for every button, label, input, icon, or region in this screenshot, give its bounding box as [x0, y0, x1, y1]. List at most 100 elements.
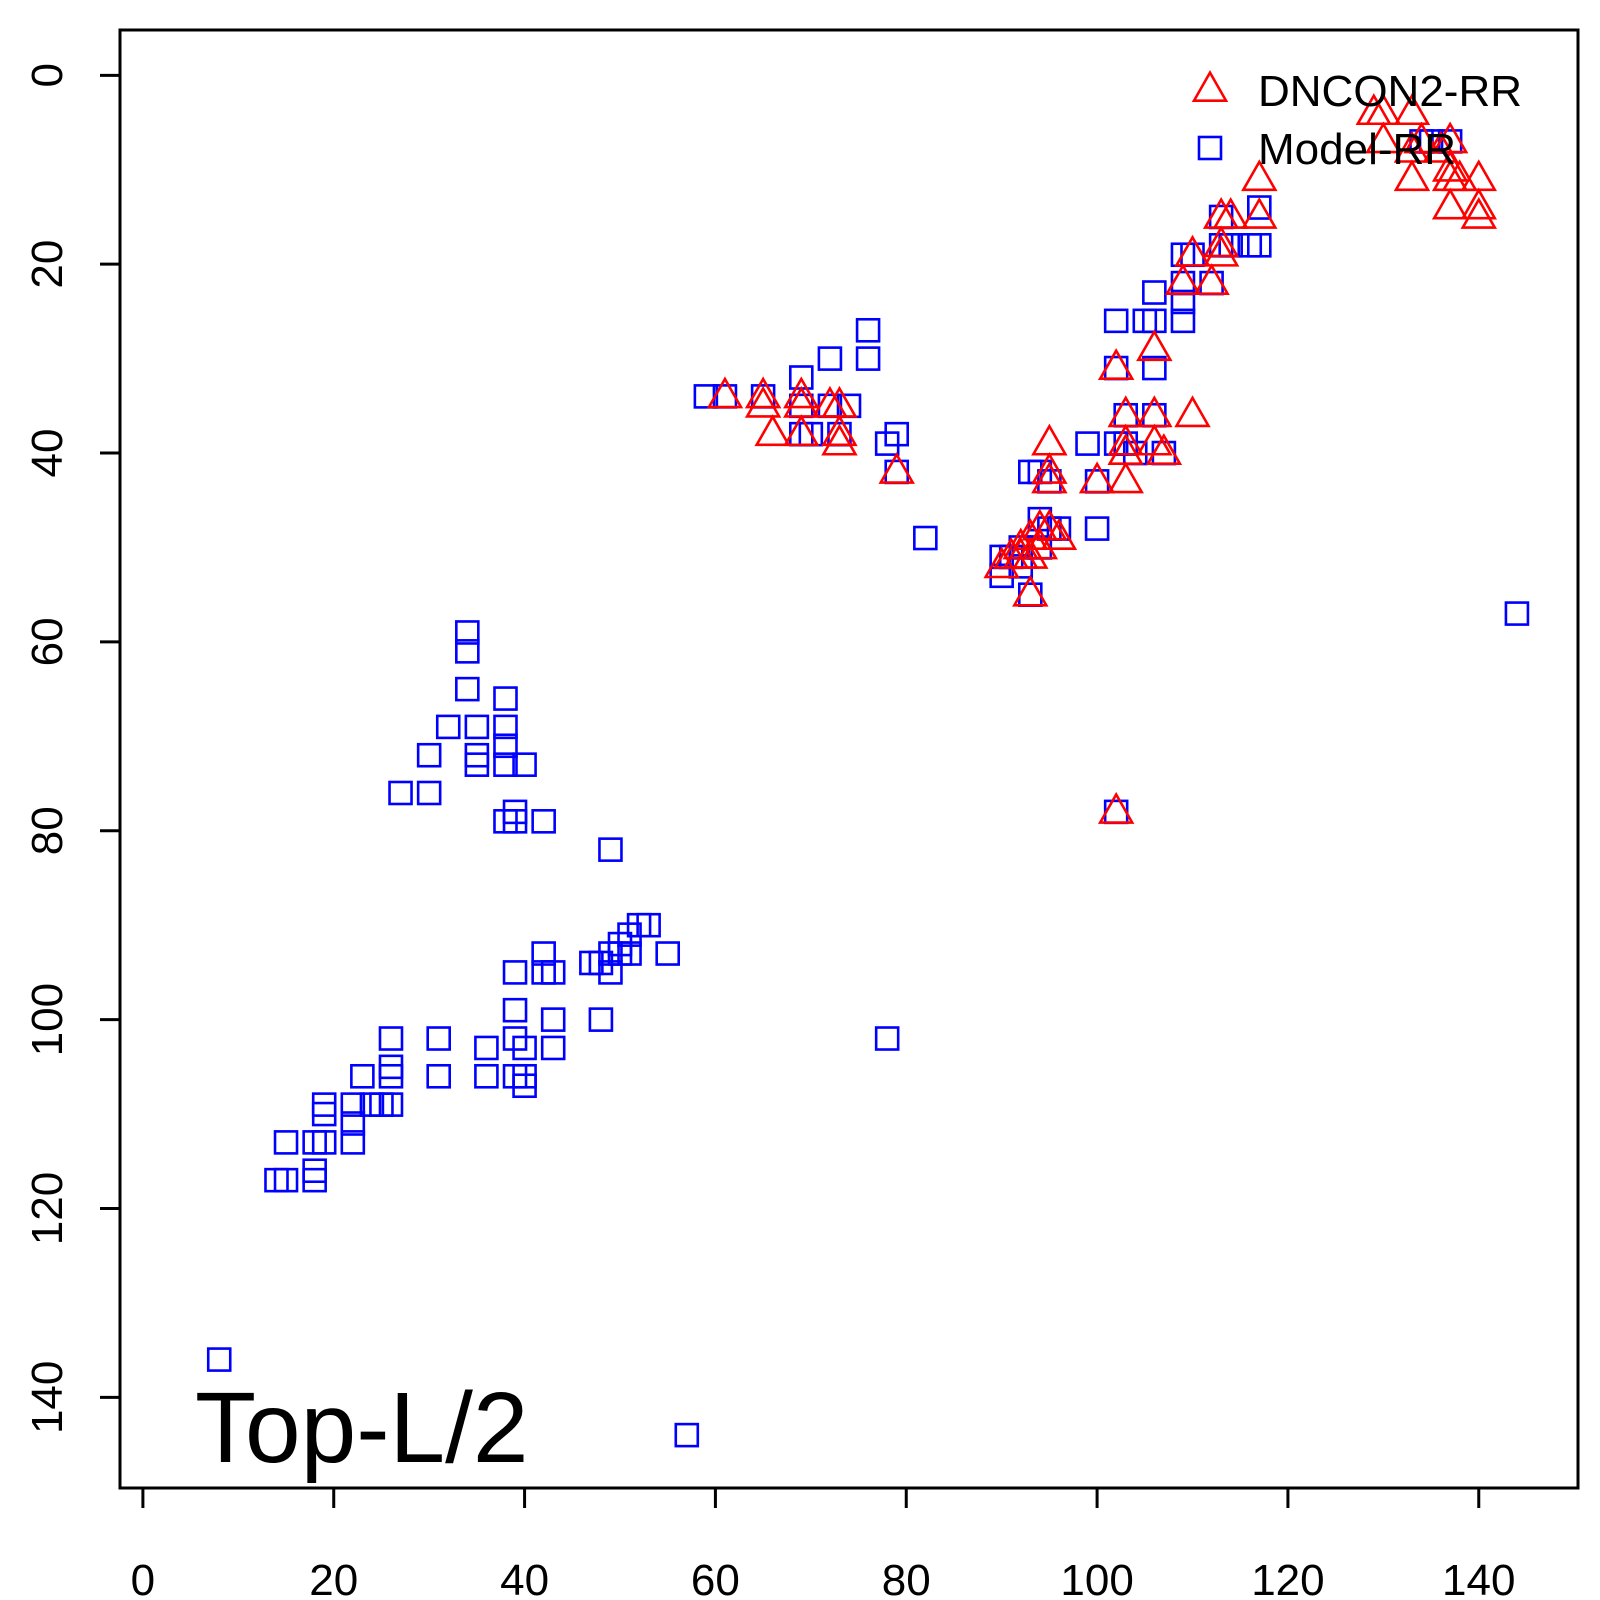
data-point-square [493, 733, 518, 759]
data-point-square [874, 1026, 900, 1051]
data-point-triangle [1202, 225, 1240, 258]
data-point-square [617, 922, 642, 947]
data-point-square [502, 997, 528, 1023]
data-point-square [540, 1035, 566, 1061]
data-point-triangle [821, 423, 858, 456]
data-point-triangle [983, 546, 1020, 579]
data-point-square [874, 431, 900, 456]
y-tick-label: 120 [23, 1172, 72, 1245]
data-point-square [636, 912, 661, 938]
data-point-triangle [1174, 234, 1211, 267]
data-point-square [1103, 308, 1129, 334]
data-point-square [311, 1130, 337, 1155]
data-point-square [1170, 289, 1196, 315]
data-point-square [502, 809, 528, 834]
y-tick-label: 100 [23, 983, 72, 1056]
legend: DNCON2-RR Model-RR [1191, 67, 1522, 174]
data-point-square [1504, 601, 1530, 626]
data-point-triangle [1193, 263, 1230, 296]
data-point-square [311, 1101, 337, 1127]
data-point-square [502, 1026, 528, 1051]
data-point-square [579, 950, 604, 976]
data-point-square [884, 421, 910, 447]
data-point-square [540, 960, 566, 985]
data-point-square [913, 525, 938, 551]
data-point-triangle [878, 451, 915, 484]
data-point-square [493, 752, 518, 777]
data-point-square [1247, 233, 1272, 258]
x-axis: 0 20 40 60 80 100 120 140 [131, 1486, 1515, 1600]
y-tick-label: 40 [23, 429, 72, 478]
data-point-square [435, 714, 461, 740]
data-point-square [426, 1026, 451, 1051]
data-point-triangle [1107, 423, 1144, 456]
data-point-square [388, 780, 413, 806]
data-point-square [464, 714, 490, 740]
y-tick-label: 80 [23, 806, 72, 855]
data-point-triangle [1422, 130, 1459, 163]
data-point-square [588, 1007, 614, 1032]
data-point-triangle [744, 385, 782, 418]
data-point-triangle [1241, 196, 1278, 229]
data-point-triangle [821, 414, 858, 447]
data-point-square [378, 1026, 404, 1051]
data-point-triangle [1031, 451, 1068, 484]
y-tick-label: 20 [23, 240, 72, 289]
data-point-square [493, 714, 518, 740]
y-tick-label: 140 [23, 1361, 72, 1434]
data-point-triangle [1393, 93, 1431, 126]
legend-square-icon [1197, 135, 1223, 161]
data-point-square [1170, 308, 1196, 334]
data-point-triangle [1164, 263, 1202, 296]
data-point-square [512, 1035, 537, 1061]
x-tick-label: 100 [1060, 1556, 1133, 1600]
x-tick-label: 140 [1442, 1556, 1515, 1600]
x-tick-label: 0 [131, 1556, 155, 1600]
data-point-triangle [1174, 395, 1211, 428]
data-point-square [512, 752, 537, 777]
data-point-triangle [1097, 348, 1135, 380]
x-tick-label: 60 [691, 1556, 740, 1600]
data-point-triangle [1021, 527, 1059, 560]
data-point-square [455, 676, 480, 702]
legend-triangle-icon [1191, 70, 1229, 102]
data-point-square [817, 346, 843, 371]
data-point-square [302, 1167, 327, 1193]
data-point-square [455, 620, 480, 645]
legend-label: DNCON2-RR [1258, 67, 1522, 116]
x-tick-label: 40 [500, 1556, 549, 1600]
data-point-square [1142, 280, 1167, 305]
data-point-triangle [1460, 196, 1498, 229]
data-point-triangle [1040, 518, 1078, 550]
series-layer [206, 93, 1530, 1448]
data-point-square [426, 1063, 451, 1089]
data-point-square [531, 809, 556, 834]
data-point-square [350, 1063, 375, 1089]
data-point-square [416, 742, 442, 768]
data-point-triangle [1403, 121, 1440, 154]
x-tick-label: 80 [882, 1556, 931, 1600]
data-point-square [206, 1347, 232, 1372]
data-point-square [655, 941, 681, 966]
data-point-triangle [1097, 791, 1135, 824]
data-point-square [855, 346, 881, 371]
data-point-square [1084, 516, 1110, 541]
y-tick-label: 0 [23, 63, 72, 87]
data-point-square [598, 837, 623, 862]
data-point-square [674, 1422, 700, 1448]
data-point-triangle [1365, 121, 1402, 154]
data-point-square [617, 941, 642, 966]
data-point-triangle [1441, 159, 1478, 192]
data-point-square [340, 1130, 366, 1155]
data-point-square [474, 1035, 499, 1061]
data-point-triangle [1012, 536, 1049, 569]
data-point-square [1142, 355, 1167, 381]
data-point-square [340, 1111, 366, 1136]
data-point-triangle [1136, 329, 1173, 362]
data-point-square [1075, 431, 1100, 456]
data-point-triangle [706, 376, 744, 409]
data-point-triangle [1031, 461, 1068, 494]
data-point-square [378, 1063, 404, 1089]
